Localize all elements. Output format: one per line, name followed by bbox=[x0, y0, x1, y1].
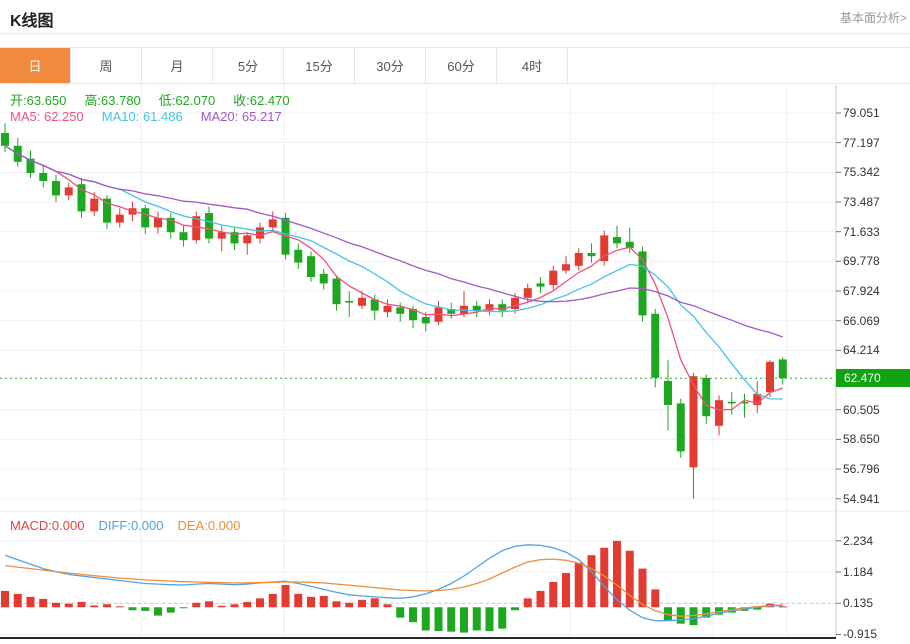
diff-value: DIFF:0.000 bbox=[98, 518, 164, 533]
y-axis-label: 66.069 bbox=[843, 313, 880, 328]
y-axis-label: 58.650 bbox=[843, 432, 880, 447]
y-axis-label: 71.633 bbox=[843, 224, 880, 239]
y-axis-label: 54.941 bbox=[843, 491, 880, 506]
y-axis-label: 79.051 bbox=[843, 105, 880, 120]
y-axis-label: -0.915 bbox=[843, 627, 878, 642]
dea-value: DEA:0.000 bbox=[177, 518, 241, 533]
ohlc-info-row: 开:63.650 高:63.780 低:62.070 收:62.470 bbox=[10, 90, 290, 109]
y-axis-label: 77.197 bbox=[843, 135, 880, 150]
tab-日[interactable]: 日 bbox=[0, 48, 71, 83]
tab-60分[interactable]: 60分 bbox=[426, 48, 497, 83]
ma20-value: MA20: 65.217 bbox=[200, 109, 282, 124]
y-axis-label: 73.487 bbox=[843, 195, 880, 209]
open-value: 开:63.650 bbox=[10, 93, 67, 108]
tab-15分[interactable]: 15分 bbox=[284, 48, 355, 83]
y-axis-label: 56.796 bbox=[843, 462, 880, 477]
y-axis-label: 64.214 bbox=[843, 343, 880, 358]
current-price-tag: 62.470 bbox=[836, 369, 910, 388]
close-value: 收:62.470 bbox=[233, 93, 290, 108]
tab-5分[interactable]: 5分 bbox=[213, 48, 284, 83]
ma10-value: MA10: 61.486 bbox=[101, 109, 183, 124]
header-divider bbox=[0, 33, 910, 34]
y-axis-label: 75.342 bbox=[843, 165, 880, 180]
fundamental-analysis-link[interactable]: 基本面分析> bbox=[839, 11, 907, 25]
tab-月[interactable]: 月 bbox=[142, 48, 213, 83]
page-title: K线图 bbox=[10, 13, 54, 30]
y-axis-label: 0.135 bbox=[843, 596, 874, 611]
y-axis-label: 1.184 bbox=[843, 565, 874, 580]
y-axis-label: 67.924 bbox=[843, 284, 880, 299]
ma5-value: MA5: 62.250 bbox=[10, 109, 84, 124]
tab-4时[interactable]: 4时 bbox=[497, 48, 568, 83]
y-axis-label: 69.778 bbox=[843, 254, 880, 269]
macd-value: MACD:0.000 bbox=[10, 518, 85, 533]
ma-info-row: MA5: 62.250 MA10: 61.486 MA20: 65.217 bbox=[10, 109, 282, 124]
tab-30分[interactable]: 30分 bbox=[355, 48, 426, 83]
macd-info-row: MACD:0.000 DIFF:0.000 DEA:0.000 bbox=[10, 518, 240, 533]
y-axis-label: 60.505 bbox=[843, 402, 880, 417]
y-axis-label: 2.234 bbox=[843, 533, 874, 548]
high-value: 高:63.780 bbox=[84, 93, 141, 108]
tab-周[interactable]: 周 bbox=[71, 48, 142, 83]
low-value: 低:62.070 bbox=[158, 93, 216, 108]
period-tab-bar: 日周月 5分 15分 30分 60分 4时 bbox=[0, 47, 910, 84]
